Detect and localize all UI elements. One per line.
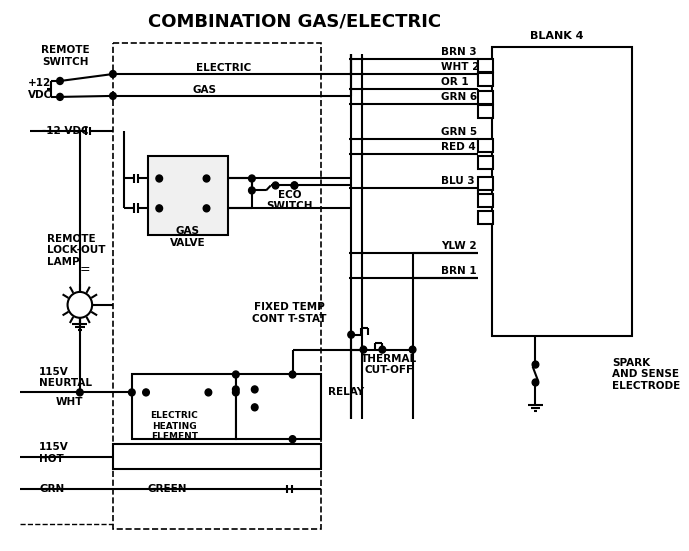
Text: GRN 6: GRN 6	[441, 92, 477, 102]
Text: OR 1: OR 1	[441, 77, 469, 87]
Circle shape	[232, 386, 239, 393]
Text: ELECTRIC
HEATING
ELEMENT: ELECTRIC HEATING ELEMENT	[150, 412, 198, 441]
Text: YLW 2: YLW 2	[441, 241, 477, 251]
Circle shape	[379, 346, 386, 353]
Circle shape	[110, 71, 116, 78]
Bar	[477, 212, 493, 224]
Circle shape	[249, 175, 255, 182]
Bar	[113, 43, 321, 529]
Text: BRN 3: BRN 3	[441, 47, 477, 57]
Circle shape	[291, 182, 298, 189]
Text: SPARK
AND SENSE
ELECTRODE: SPARK AND SENSE ELECTRODE	[612, 358, 680, 391]
Bar	[477, 105, 493, 118]
Bar	[132, 375, 236, 439]
Bar	[236, 375, 321, 439]
Circle shape	[143, 389, 150, 396]
Circle shape	[56, 94, 63, 100]
Circle shape	[76, 389, 83, 396]
Circle shape	[249, 187, 255, 194]
Text: GAS: GAS	[193, 85, 216, 95]
Text: GREEN: GREEN	[148, 484, 187, 494]
Circle shape	[251, 386, 258, 393]
Circle shape	[251, 404, 258, 411]
Circle shape	[272, 182, 279, 189]
Circle shape	[291, 182, 298, 189]
Text: GAS
VALVE: GAS VALVE	[169, 226, 205, 248]
Circle shape	[360, 346, 367, 353]
Circle shape	[232, 389, 239, 396]
Bar	[113, 444, 321, 469]
Text: REMOTE
LOCK-OUT
LAMP: REMOTE LOCK-OUT LAMP	[47, 234, 105, 267]
Bar	[477, 177, 493, 191]
Circle shape	[205, 389, 212, 396]
Text: 115V
NEURTAL: 115V NEURTAL	[39, 366, 92, 388]
Text: BRN 1: BRN 1	[441, 266, 477, 276]
Bar	[477, 195, 493, 207]
Text: FIXED TEMP
CONT T-STAT: FIXED TEMP CONT T-STAT	[252, 302, 327, 323]
Circle shape	[129, 389, 135, 396]
Text: GRN 5: GRN 5	[441, 127, 477, 137]
Text: COMBINATION GAS/ELECTRIC: COMBINATION GAS/ELECTRIC	[148, 12, 441, 30]
Circle shape	[56, 78, 63, 84]
Text: REMOTE
SWITCH: REMOTE SWITCH	[41, 45, 90, 67]
Circle shape	[289, 436, 296, 442]
Text: RELAY: RELAY	[327, 387, 364, 397]
Text: WHT 2: WHT 2	[441, 62, 480, 72]
Bar	[477, 73, 493, 86]
Circle shape	[203, 175, 210, 182]
Text: BLU 3: BLU 3	[441, 176, 475, 186]
Circle shape	[409, 346, 416, 353]
Text: -12 VDC: -12 VDC	[42, 126, 89, 136]
Circle shape	[110, 93, 116, 99]
Circle shape	[156, 175, 163, 182]
Text: WHT: WHT	[56, 397, 83, 407]
Text: +12
VDC: +12 VDC	[28, 78, 52, 100]
Circle shape	[532, 379, 539, 386]
Circle shape	[156, 205, 163, 212]
Text: ELECTRIC: ELECTRIC	[196, 63, 251, 73]
Circle shape	[532, 361, 539, 368]
Bar	[477, 155, 493, 169]
Text: RED 4: RED 4	[441, 142, 475, 152]
Bar	[477, 139, 493, 152]
Bar	[492, 47, 632, 336]
Circle shape	[232, 371, 239, 378]
Text: BLANK 4: BLANK 4	[531, 31, 584, 41]
Bar	[477, 91, 493, 104]
Text: 115V
HOT: 115V HOT	[39, 442, 69, 464]
Text: =: =	[79, 263, 90, 277]
Text: BLK: BLK	[148, 457, 171, 467]
Circle shape	[289, 371, 296, 378]
Circle shape	[348, 331, 354, 338]
Text: THERMAL
CUT-OFF: THERMAL CUT-OFF	[361, 354, 417, 375]
Bar	[477, 59, 493, 72]
Bar	[148, 155, 228, 235]
Text: GRN: GRN	[39, 484, 65, 494]
Text: ECO
SWITCH: ECO SWITCH	[267, 190, 313, 211]
Circle shape	[203, 205, 210, 212]
